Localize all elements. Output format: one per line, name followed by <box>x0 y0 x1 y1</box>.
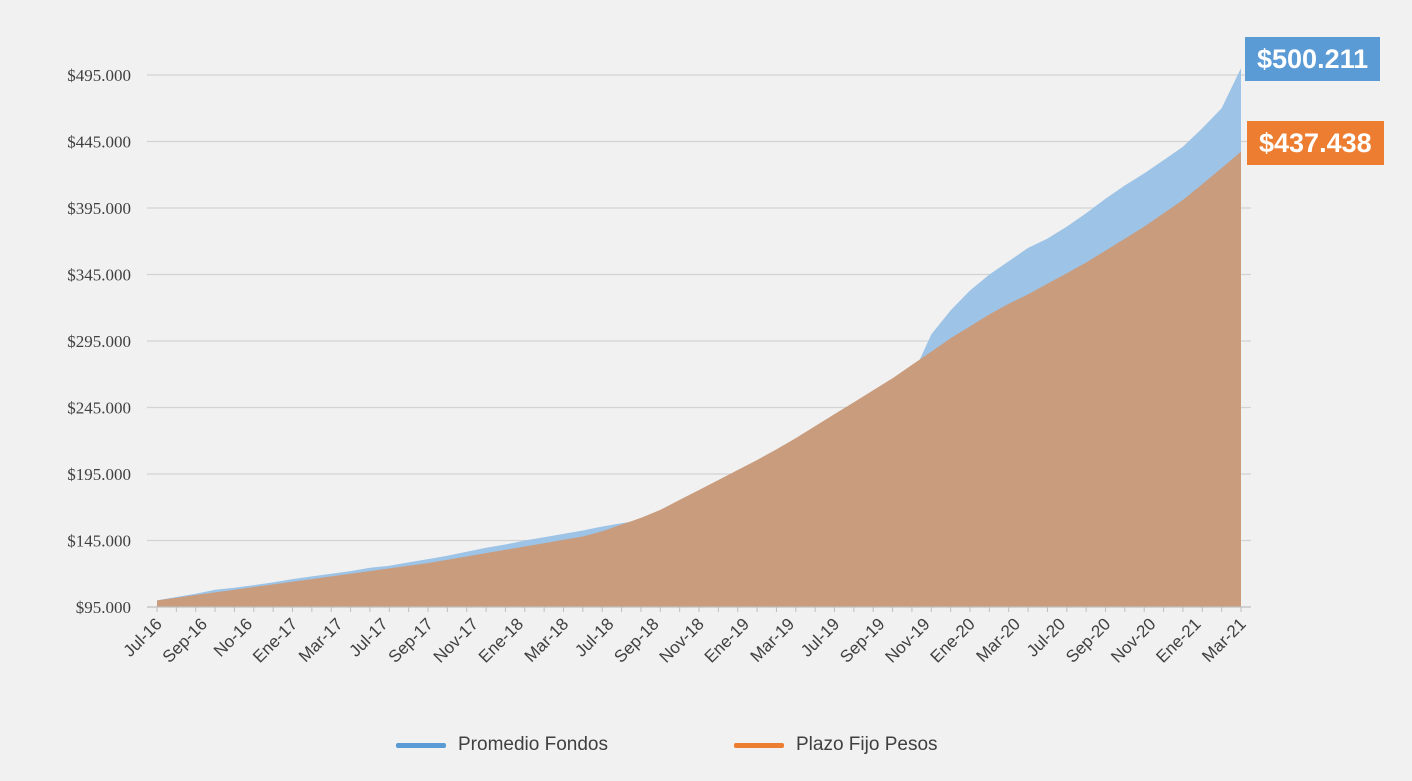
x-tick-label: Ene-19 <box>701 614 753 666</box>
plazo-fijo-end-label: $437.438 <box>1247 120 1384 165</box>
series-areas <box>157 68 1241 608</box>
promedio-fondos-end-label: $500.211 <box>1245 37 1381 82</box>
x-axis: Jul-16Sep-16No-16Ene-17Mar-17Jul-17Sep-1… <box>120 606 1251 667</box>
legend-label-plazo-fijo-pesos: Plazo Fijo Pesos <box>796 734 938 755</box>
x-tick-label: Sep-17 <box>385 614 437 666</box>
x-tick-label: Sep-20 <box>1062 614 1114 666</box>
y-tick-label: $495.000 <box>67 66 131 85</box>
legend-swatch-promedio-fondos <box>396 742 446 748</box>
x-tick-label: Nov-17 <box>430 614 482 666</box>
x-tick-label: Sep-18 <box>610 614 662 666</box>
x-tick-label: Mar-19 <box>747 614 799 666</box>
legend-item-plazo-fijo-pesos: Plazo Fijo Pesos <box>734 734 938 756</box>
x-tick-label: Nov-20 <box>1107 614 1159 666</box>
x-tick-label: Sep-19 <box>836 614 888 666</box>
area-plazo-fijo-pesos <box>157 151 1241 607</box>
x-tick-label: Sep-16 <box>159 614 211 666</box>
y-tick-label: $145.000 <box>67 532 131 551</box>
y-tick-label: $245.000 <box>67 399 131 418</box>
legend-swatch-plazo-fijo-pesos <box>734 742 784 748</box>
y-axis: $95.000 $145.000 $195.000 $245.000 $295.000 $… <box>67 66 131 617</box>
y-tick-label: $445.000 <box>67 133 131 152</box>
x-tick-label: Ene-21 <box>1152 614 1204 666</box>
x-tick-label: Mar-17 <box>295 614 347 666</box>
x-tick-label: Ene-20 <box>927 614 979 666</box>
grid-lines <box>147 74 1251 542</box>
x-tick-label: Nov-19 <box>881 614 933 666</box>
x-tick-label: Nov-18 <box>656 614 708 666</box>
y-tick-label: $95.000 <box>76 598 131 617</box>
y-tick-label: $295.000 <box>67 332 131 351</box>
y-tick-label: $195.000 <box>67 465 131 484</box>
legend-label-promedio-fondos: Promedio Fondos <box>458 734 608 755</box>
x-tick-label: Mar-18 <box>521 614 573 666</box>
legend-item-promedio-fondos: Promedio Fondos <box>396 734 608 756</box>
x-tick-label: Ene-18 <box>475 614 527 666</box>
y-tick-label: $345.000 <box>67 266 131 285</box>
legend: Promedio Fondos Plazo Fijo Pesos <box>0 734 1412 762</box>
y-tick-label: $395.000 <box>67 199 131 218</box>
x-tick-label: Mar-21 <box>1198 614 1250 666</box>
x-tick-label: Ene-17 <box>249 614 301 666</box>
x-tick-label: Mar-20 <box>972 614 1024 666</box>
